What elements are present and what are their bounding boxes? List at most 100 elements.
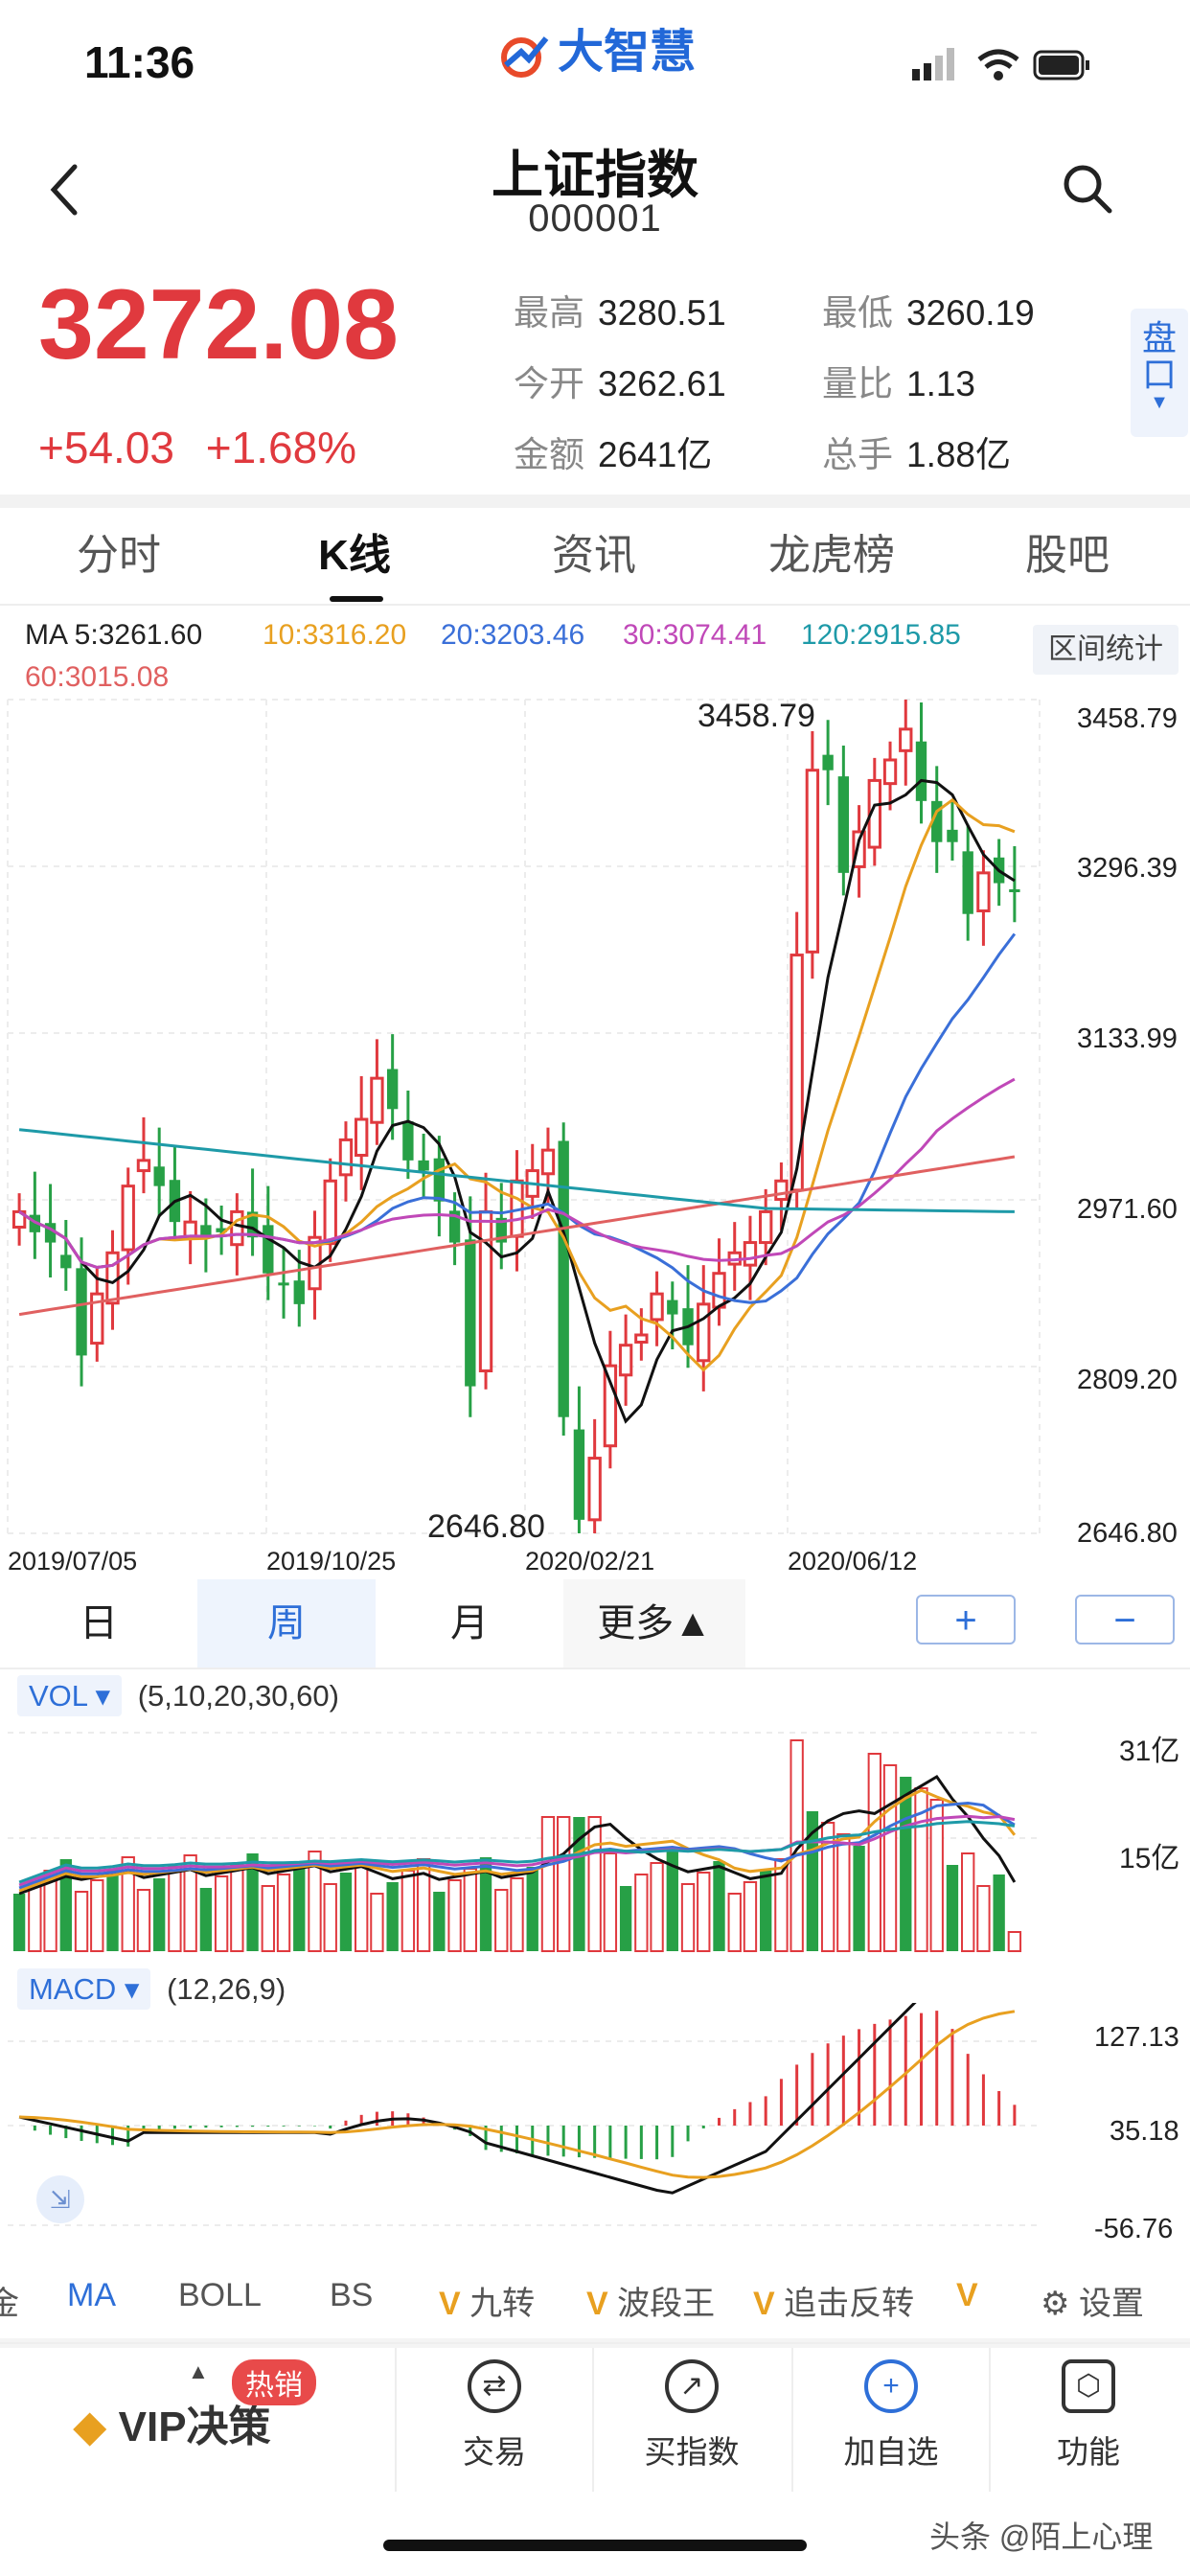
tool-zhuiji[interactable]: V 追击反转	[753, 2286, 915, 2322]
vol-ma-line	[18, 1820, 1016, 1884]
volume-bar	[853, 1846, 865, 1951]
zoom-in-button[interactable]: +	[916, 1595, 1016, 1644]
candle-body	[759, 1209, 773, 1245]
volume-bar	[619, 1886, 632, 1951]
tab-guba[interactable]: 股吧	[1025, 532, 1110, 579]
tool-boll[interactable]: BOLL	[178, 2277, 262, 2313]
stat-volume-ratio: 量比 1.13	[822, 364, 976, 403]
tab-news[interactable]: 资讯	[552, 532, 636, 579]
search-icon[interactable]	[1062, 163, 1115, 217]
candle-body	[230, 1209, 244, 1247]
low-marker: 2646.80	[427, 1508, 545, 1545]
tab-kline[interactable]: K线	[318, 532, 391, 579]
ma-line	[18, 778, 1016, 1424]
volume-bar	[355, 1860, 369, 1952]
tab-longhubang[interactable]: 龙虎榜	[768, 532, 895, 579]
period-day[interactable]: 日	[80, 1602, 118, 1644]
macd-selector[interactable]: MACD ▾	[17, 1968, 151, 2010]
candle-body	[558, 1140, 569, 1417]
stock-code: 000001	[528, 197, 662, 240]
volume-bar	[510, 1877, 524, 1952]
vol-y-label: 31亿	[1119, 1736, 1180, 1767]
dea-line	[19, 2010, 1016, 2179]
vol-indicator[interactable]: VOL ▾ (5,10,20,30,60)	[17, 1675, 339, 1716]
tool-bs[interactable]: BS	[330, 2277, 374, 2313]
volume-bar	[727, 1893, 742, 1952]
candle-body	[573, 1429, 585, 1520]
period-week[interactable]: 周	[197, 1579, 376, 1668]
candle-body	[882, 758, 898, 786]
candle-body	[650, 1292, 664, 1322]
candle-body	[60, 1254, 72, 1269]
candle-body	[418, 1160, 429, 1171]
period-more[interactable]: 更多▲	[563, 1579, 745, 1668]
period-month[interactable]: 月	[450, 1602, 489, 1644]
nav-divider	[395, 2348, 397, 2492]
macd-y-label: -56.76	[1094, 2214, 1174, 2244]
candle-body	[105, 1251, 120, 1305]
x-label: 2020/02/21	[525, 1547, 655, 1576]
ma-line	[18, 1128, 1015, 1213]
vol-selector[interactable]: VOL ▾	[17, 1675, 123, 1716]
fullscreen-toggle-icon[interactable]: ⇲	[36, 2175, 84, 2223]
volume-chart	[8, 1732, 1040, 1952]
volume-bar	[650, 1862, 664, 1952]
volume-bar	[386, 1882, 399, 1951]
candle-body	[136, 1159, 151, 1173]
tool-v-more[interactable]: V	[956, 2277, 978, 2313]
candle-body	[962, 851, 973, 914]
nav-trade[interactable]: ⇄ 交易	[408, 2359, 581, 2472]
interval-stats-button[interactable]: 区间统计	[1033, 625, 1179, 675]
ma-line	[18, 1155, 1016, 1317]
bottom-nav	[0, 2342, 1190, 2507]
candle-body	[338, 1138, 354, 1177]
tool-gold[interactable]: 金	[0, 2286, 19, 2322]
volume-bar	[183, 1854, 197, 1952]
candle-body	[697, 1302, 711, 1363]
volume-bar	[168, 1866, 182, 1952]
vip-diamond-icon: ◆	[73, 2401, 107, 2450]
macd-indicator[interactable]: MACD ▾ (12,26,9)	[17, 1968, 286, 2010]
pankou-button[interactable]: 盘口 ▼	[1131, 309, 1188, 437]
candle-body	[822, 754, 834, 770]
zoom-out-button[interactable]: −	[1075, 1595, 1175, 1644]
macd-params: (12,26,9)	[167, 1972, 286, 2006]
volume-bar	[370, 1893, 384, 1952]
nav-divider	[989, 2348, 991, 2492]
stat-high: 最高 3280.51	[514, 293, 726, 333]
back-icon[interactable]	[48, 163, 80, 217]
vol-params: (5,10,20,30,60)	[137, 1679, 339, 1713]
pankou-label: 盘口	[1141, 318, 1177, 394]
nav-functions[interactable]: ⬡ 功能	[1002, 2359, 1175, 2472]
caret-down-icon: ▼	[1150, 392, 1169, 413]
candle-body	[465, 1239, 476, 1387]
nav-buy-index[interactable]: ↗ 买指数	[606, 2359, 778, 2472]
ma120-legend: 120:2915.85	[801, 619, 961, 651]
candle-body	[805, 769, 820, 954]
candle-body	[1009, 888, 1020, 892]
volume-bar	[587, 1816, 602, 1952]
stat-turnover: 总手 1.88亿	[822, 435, 1012, 474]
volume-bar	[293, 1863, 306, 1951]
volume-bar	[666, 1852, 678, 1951]
tool-boduanwang[interactable]: V 波段王	[586, 2286, 716, 2322]
y-label: 2809.20	[1077, 1365, 1178, 1395]
tool-ma[interactable]: MA	[67, 2277, 116, 2313]
ma10-legend: 10:3316.20	[263, 619, 407, 651]
brand-logo: 大智慧	[498, 13, 696, 80]
brand-mark-icon	[501, 36, 549, 79]
nav-add-watchlist[interactable]: + 加自选	[805, 2359, 977, 2472]
y-label: 3458.79	[1077, 703, 1178, 734]
candle-body	[634, 1333, 649, 1344]
tab-fenshi[interactable]: 分时	[77, 532, 161, 579]
volume-bar	[1007, 1931, 1022, 1952]
x-label: 2019/07/05	[8, 1547, 138, 1576]
home-indicator	[383, 2540, 807, 2551]
vip-decision-button[interactable]: ◆ VIP决策	[73, 2392, 271, 2453]
kline-chart[interactable]	[0, 690, 1190, 1581]
tool-jiuzhuan[interactable]: V 九转	[439, 2286, 536, 2322]
settings-button[interactable]: ⚙ 设置	[1041, 2286, 1144, 2322]
volume-bar	[261, 1885, 275, 1952]
x-label: 2019/10/25	[266, 1547, 397, 1576]
ma-line	[18, 797, 1016, 1372]
